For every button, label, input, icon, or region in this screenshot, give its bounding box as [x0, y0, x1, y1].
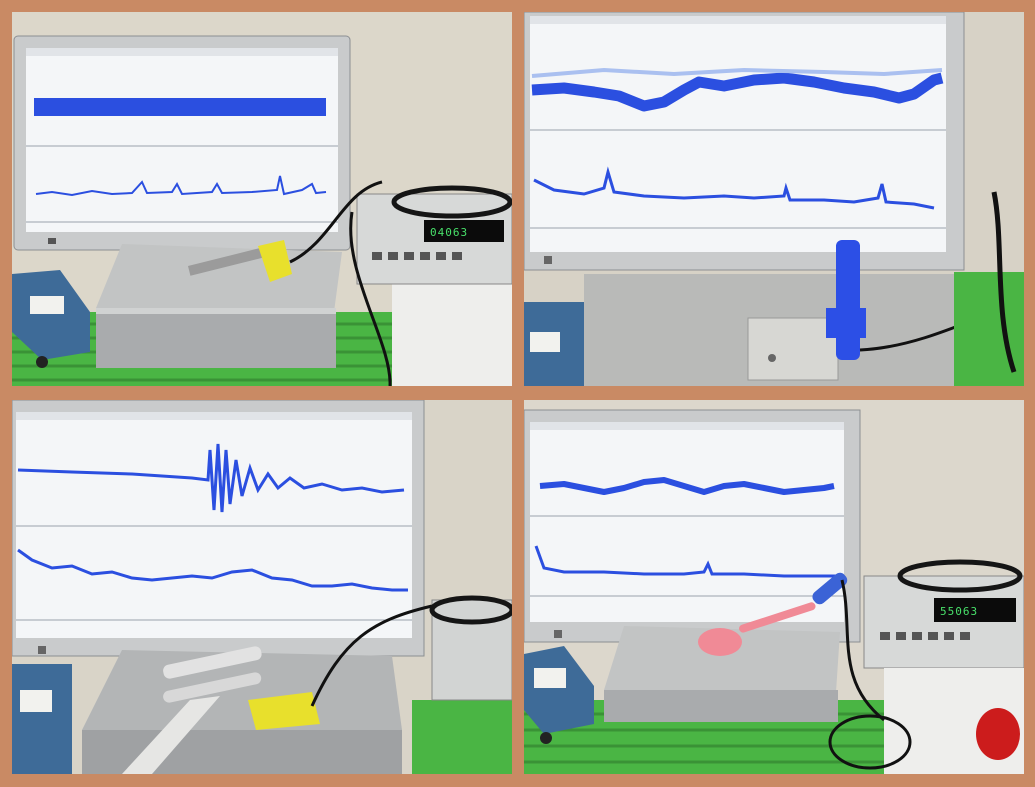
monitor-screen — [530, 16, 946, 252]
waveform-trace — [531, 72, 944, 112]
spectrum-trace — [533, 166, 935, 210]
sensor-with-block — [747, 240, 866, 381]
meter-reading: 55063 — [940, 605, 978, 618]
monitor-screen — [16, 412, 412, 638]
panel-bottom-left — [12, 400, 512, 774]
cable-coil — [828, 714, 912, 770]
amplifier-box — [12, 664, 72, 774]
panel-top-left-scene: 04063 — [12, 12, 512, 386]
spectrum-trace — [35, 175, 327, 197]
amplifier-box — [524, 646, 594, 744]
monitor — [524, 409, 861, 643]
waveform-trace — [17, 443, 405, 513]
panel-top-left: 04063 — [12, 12, 512, 386]
spectrum-trace — [17, 548, 408, 592]
monitor-screen — [530, 422, 844, 622]
aluminium-box — [604, 626, 840, 722]
monitor — [13, 35, 351, 251]
computer-mouse — [976, 708, 1020, 760]
frequency-meter: 55063 — [863, 559, 1024, 669]
tuning-tools — [122, 646, 320, 774]
panel-top-right-scene — [524, 12, 1024, 386]
frequency-meter: 04063 — [356, 185, 512, 285]
aluminium-box — [82, 650, 402, 774]
sensor-with-rod — [188, 240, 292, 282]
waveform-trace — [34, 98, 326, 116]
monitor-screen — [26, 48, 338, 232]
amplifier-box — [12, 270, 90, 368]
panel-top-right — [524, 12, 1024, 386]
panel-bottom-left-scene — [12, 400, 512, 774]
spectrum-trace — [534, 545, 836, 578]
monitor — [12, 400, 425, 657]
panel-bottom-right: 55063 — [524, 400, 1024, 774]
waveform-trace — [539, 477, 835, 495]
monitor — [524, 12, 965, 271]
spoon-with-sensor — [698, 572, 848, 656]
panel-bottom-right-scene: 55063 — [524, 400, 1024, 774]
meter-reading: 04063 — [430, 226, 468, 239]
